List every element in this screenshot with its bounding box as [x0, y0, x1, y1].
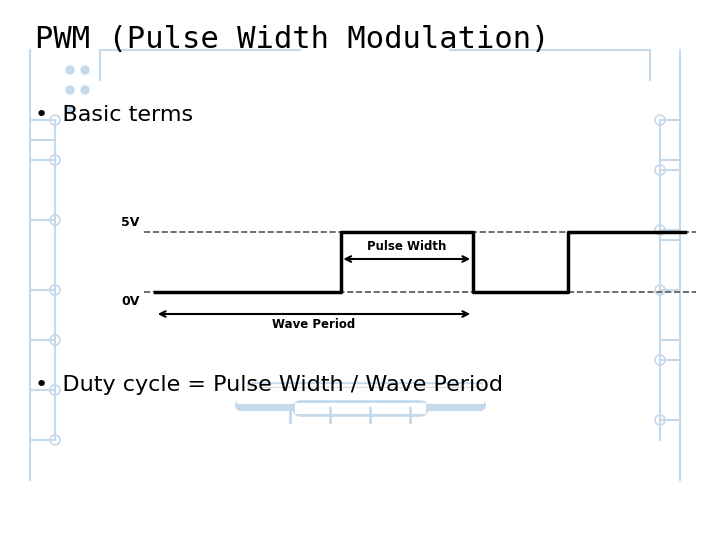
Text: •  Duty cycle = Pulse Width / Wave Period: • Duty cycle = Pulse Width / Wave Period — [35, 375, 503, 395]
Circle shape — [66, 66, 74, 74]
Circle shape — [81, 66, 89, 74]
Text: •  Basic terms: • Basic terms — [35, 105, 193, 125]
Circle shape — [66, 86, 74, 94]
Text: PWM (Pulse Width Modulation): PWM (Pulse Width Modulation) — [35, 25, 549, 54]
Text: 0V: 0V — [121, 295, 140, 308]
Text: 5V: 5V — [121, 216, 140, 229]
Circle shape — [66, 106, 74, 114]
Circle shape — [81, 86, 89, 94]
Text: Pulse Width: Pulse Width — [367, 240, 446, 253]
Text: Wave Period: Wave Period — [272, 318, 356, 331]
